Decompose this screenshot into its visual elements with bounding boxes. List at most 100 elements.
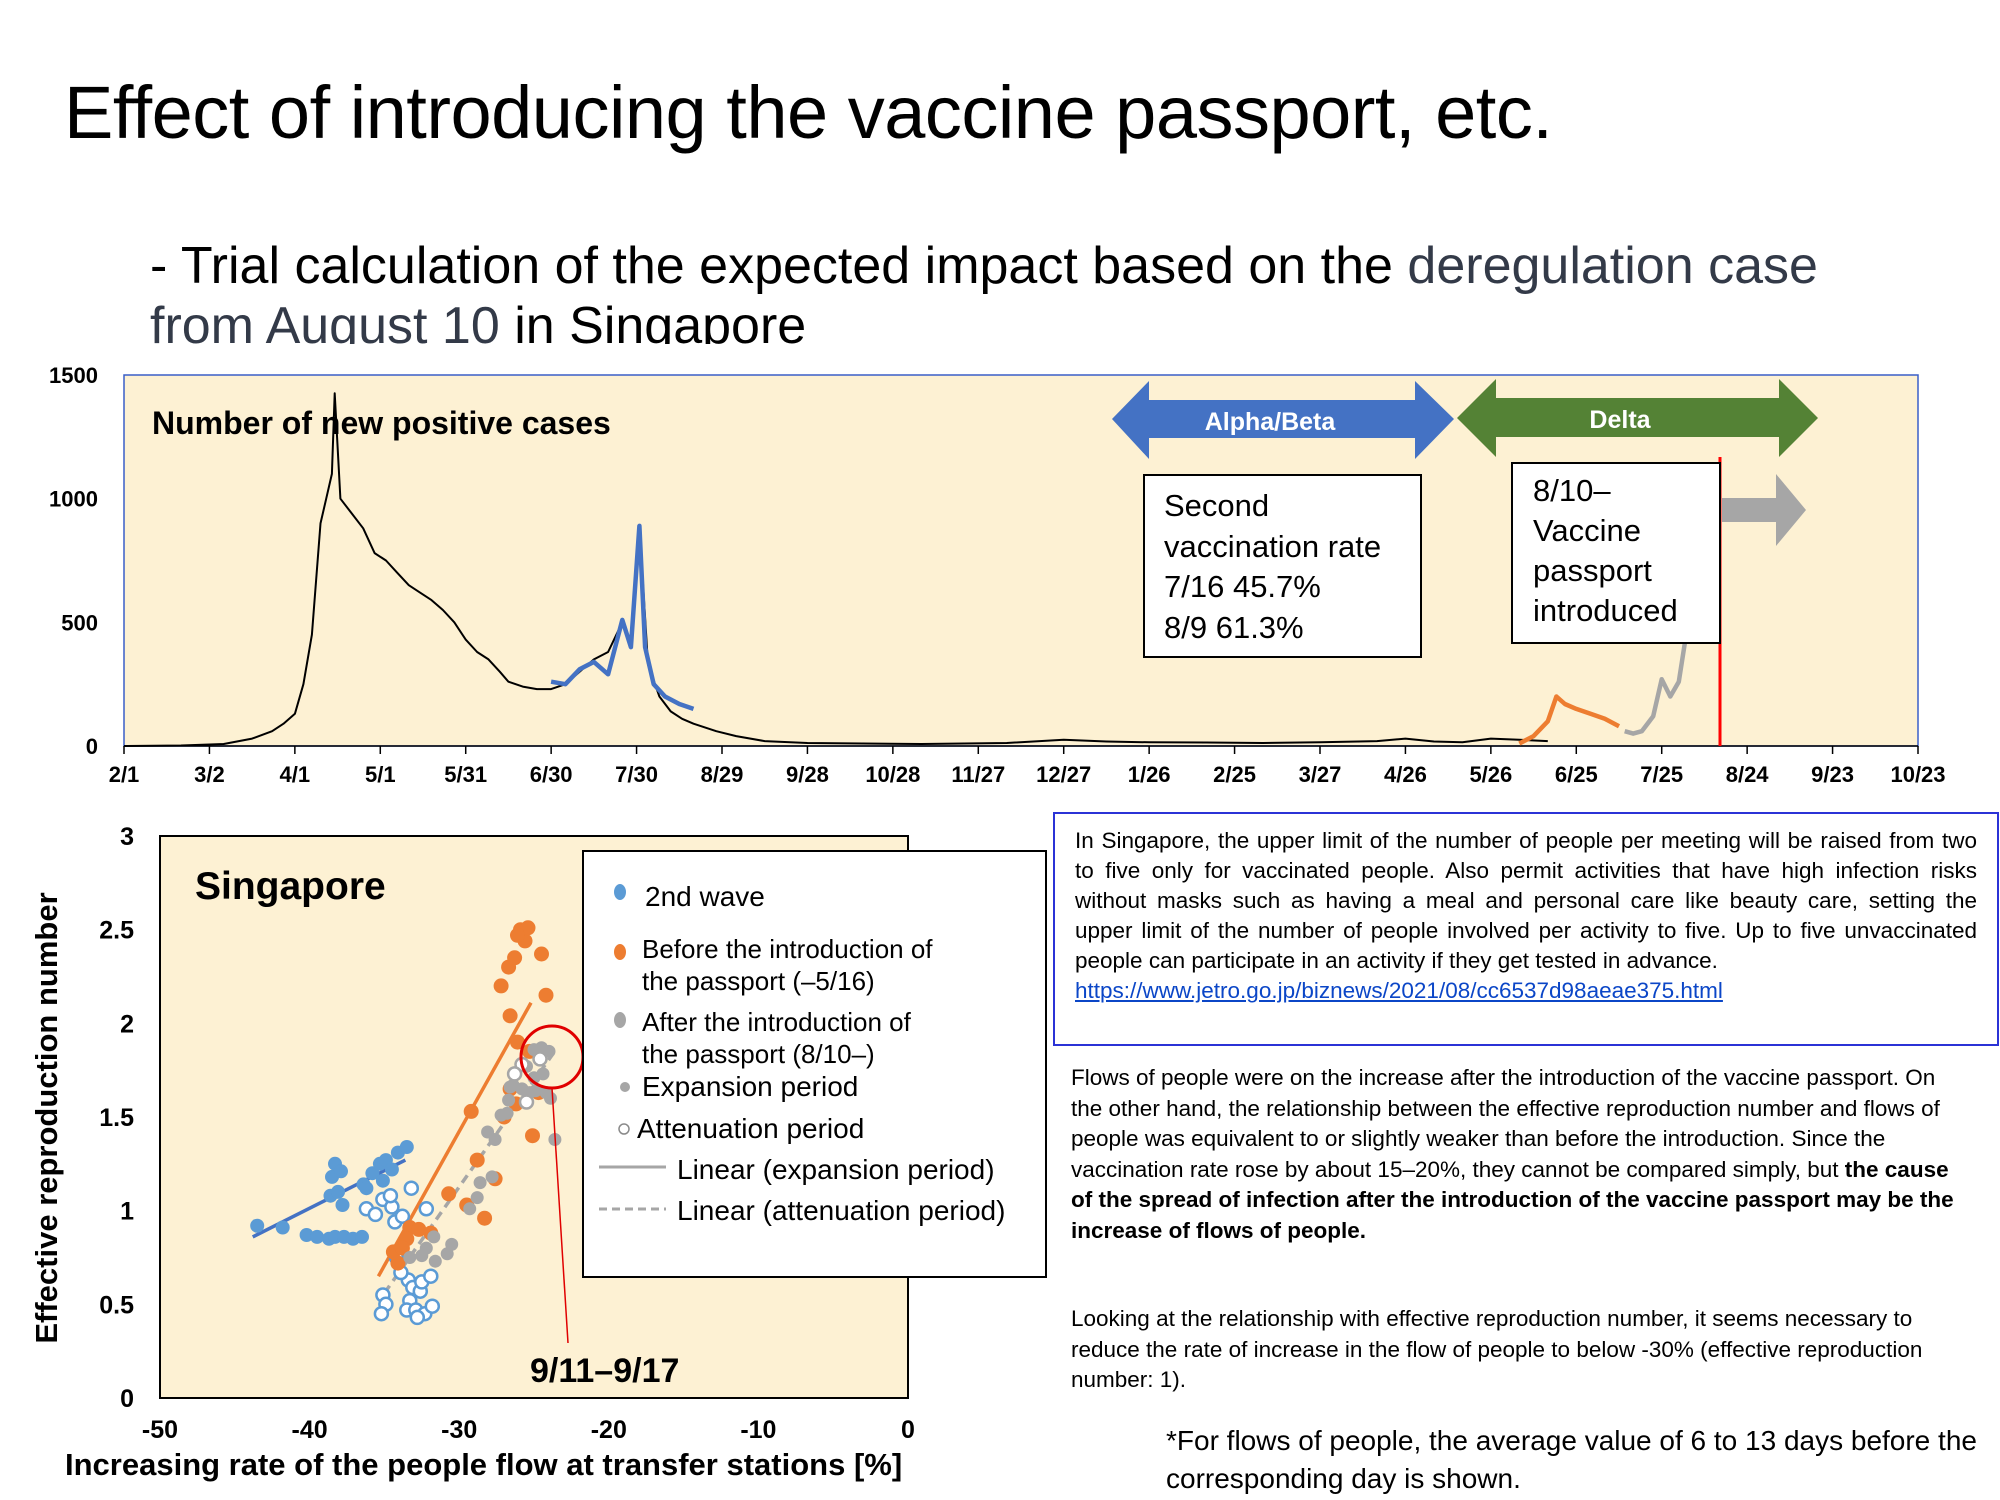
bottom-ytick-label: 2.5 (99, 917, 134, 945)
legend-attenuation: Attenuation period (637, 1113, 864, 1144)
data-point (525, 1128, 540, 1144)
data-point (423, 1268, 439, 1284)
data-point (403, 1251, 417, 1264)
data-point (485, 1170, 499, 1184)
singapore-policy-note: In Singapore, the upper limit of the num… (1053, 812, 1999, 1046)
delta-arrow (1457, 379, 1818, 457)
bottom-y-label: Effective reproduction number (29, 892, 64, 1343)
passport-box-text: 8/10– Vaccine passport introduced (1533, 473, 1678, 628)
data-point (335, 1198, 350, 1212)
data-point (331, 1184, 345, 1199)
slide-title: Effect of introducing the vaccine passpo… (64, 71, 1553, 154)
data-point (373, 1305, 390, 1322)
legend: 2nd wave Before the introduction of the … (599, 881, 1005, 1226)
alpha-beta-label: Alpha/Beta (1205, 408, 1337, 436)
data-point (334, 1164, 348, 1179)
data-point (506, 1066, 523, 1082)
annotation-pointer (551, 1087, 569, 1344)
top-xtick-label: 11/27 (951, 762, 1005, 787)
top-xtick-label: 12/27 (1036, 762, 1091, 787)
top-y-axis: 0 500 1000 1500 (49, 363, 98, 759)
bottom-ytick-label: 0.5 (99, 1291, 134, 1319)
data-point (544, 1091, 557, 1105)
passport-box (1511, 462, 1721, 644)
series-orange-line (1518, 694, 1621, 746)
data-point (409, 1309, 426, 1326)
data-point (502, 1093, 516, 1107)
bottom-xtick-label: -30 (441, 1416, 477, 1444)
jetro-link[interactable]: https://www.jetro.go.jp/biznews/2021/08/… (1075, 978, 1723, 1003)
data-point (394, 1240, 410, 1256)
bottom-ytick-label: 1 (120, 1198, 134, 1226)
new-cases-chart: 0 500 1000 1500 2/1 3/2 4/1 5/1 5/31 6/30 7/30 8/2… (49, 363, 1945, 787)
footnote: *For flows of people, the average value … (1166, 1425, 1977, 1494)
data-point (275, 1220, 290, 1235)
data-point (394, 1208, 411, 1225)
data-point (403, 1180, 420, 1196)
top-xtick-label: 4/1 (280, 762, 311, 787)
singapore-label: Singapore (195, 865, 386, 908)
top-xtick-label: 10/23 (1890, 762, 1945, 787)
legend-after-2: the passport (8/10–) (642, 1039, 875, 1069)
data-point (529, 1084, 542, 1098)
passport-line-1: 8/10– (1533, 473, 1611, 508)
data-point (500, 1106, 514, 1120)
top-ytick-label: 1000 (49, 487, 98, 512)
top-xtick-label: 3/2 (194, 762, 225, 787)
series-blue-line (550, 523, 695, 712)
bottom-x-axis: -50 -40 -30 -20 -10 0 (142, 1416, 915, 1444)
top-xtick-label: 7/25 (1640, 762, 1683, 787)
data-point (469, 1152, 485, 1168)
bottom-xtick-label: -10 (740, 1416, 776, 1444)
legend-marker-2nd-wave (614, 884, 626, 900)
data-point (419, 1241, 433, 1255)
top-xtick-label: 9/28 (786, 762, 829, 787)
legend-2nd-wave: 2nd wave (645, 881, 765, 912)
data-point (428, 1254, 442, 1268)
data-point (518, 1094, 535, 1110)
data-point (418, 1201, 435, 1217)
data-point (310, 1229, 325, 1244)
top-xtick-label: 5/26 (1469, 762, 1512, 787)
vacc-line-2: vaccination rate (1164, 529, 1381, 564)
top-xtick-label: 7/30 (615, 762, 658, 787)
bottom-xtick-label: -50 (142, 1416, 178, 1444)
data-point (507, 950, 523, 966)
data-point (355, 1229, 369, 1244)
vaccination-rate-box (1143, 474, 1422, 658)
analysis-bold-text: the cause of the spread of infection aft… (1071, 1156, 1954, 1243)
top-ytick-label: 0 (86, 734, 98, 759)
data-point (399, 1140, 414, 1154)
top-ytick-label: 1500 (49, 363, 98, 388)
subtitle-part1: - Trial calculation of the expected impa… (150, 237, 1408, 295)
top-xtick-label: 2/1 (109, 762, 140, 787)
subtitle-part2: deregulation case from August 10 (150, 237, 1818, 344)
data-point (382, 1187, 399, 1204)
data-point (538, 987, 554, 1003)
top-xtick-label: 5/31 (444, 762, 487, 787)
top-xtick-label: 5/1 (365, 762, 396, 787)
data-point (250, 1218, 265, 1233)
bottom-ytick-label: 3 (120, 823, 134, 851)
bottom-xtick-label: -20 (591, 1416, 627, 1444)
data-point (365, 1166, 380, 1181)
data-point (299, 1228, 314, 1242)
legend-before-2: the passport (–5/16) (642, 966, 875, 996)
data-point (477, 1210, 493, 1226)
data-point (520, 920, 536, 936)
data-point (463, 1202, 477, 1216)
data-point (473, 1176, 487, 1190)
bottom-xtick-label: 0 (901, 1416, 915, 1444)
bottom-x-label: Increasing rate of the people flow at tr… (65, 1447, 902, 1482)
legend-marker-before (614, 944, 626, 960)
legend-after-1: After the introduction of (642, 1007, 912, 1037)
passport-line-2: Vaccine (1533, 513, 1641, 548)
data-point (493, 978, 509, 994)
passport-line-4: introduced (1533, 593, 1678, 628)
data-point (510, 927, 525, 943)
data-point (534, 946, 549, 962)
top-chart-title: Number of new positive cases (152, 405, 611, 441)
data-point (375, 1173, 390, 1188)
legend-linear-exp: Linear (expansion period) (677, 1154, 995, 1185)
slide-subtitle: - Trial calculation of the expected impa… (150, 236, 1870, 344)
